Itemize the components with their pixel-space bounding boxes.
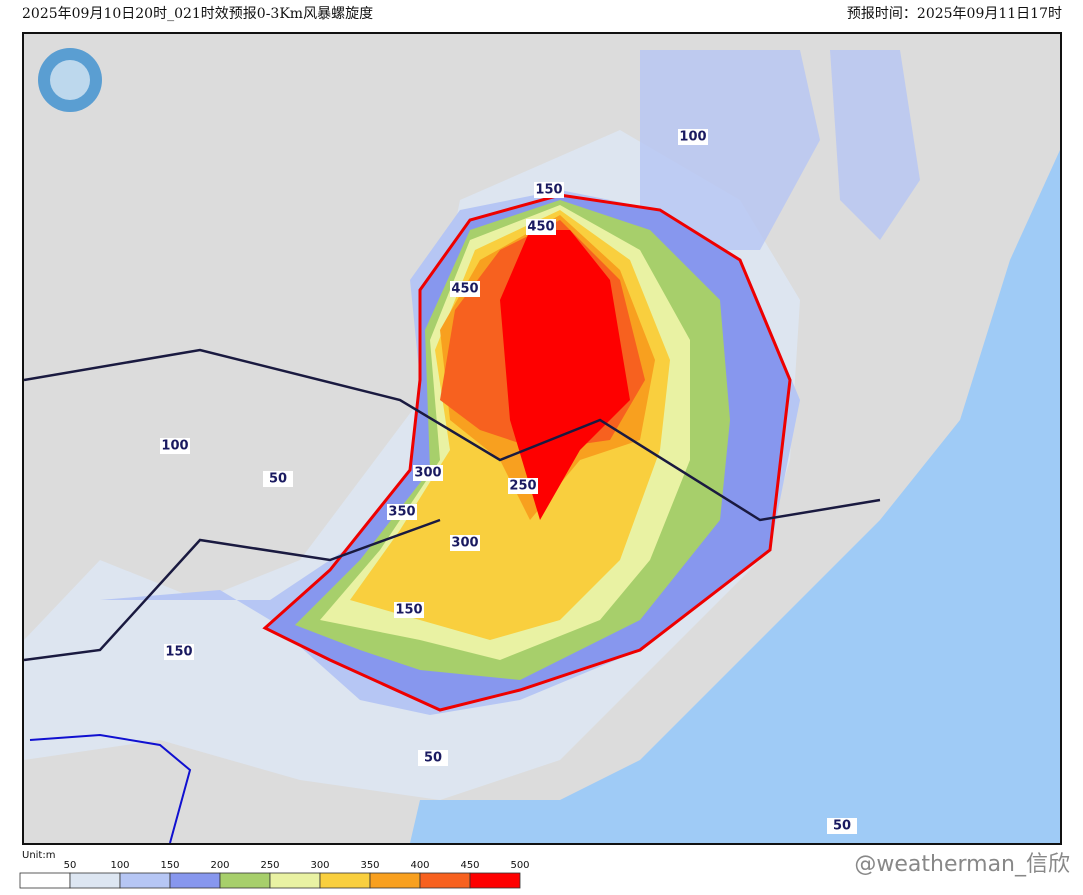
legend-level: 300 bbox=[310, 860, 329, 871]
label-box bbox=[678, 129, 708, 145]
legend-swatch bbox=[169, 872, 221, 889]
contour-label: 250 bbox=[509, 479, 536, 494]
contour-label: 450 bbox=[527, 220, 554, 235]
forecast-time: 预报时间：2025年09月11日17时 bbox=[847, 6, 1062, 22]
contour-label: 150 bbox=[535, 183, 562, 198]
legend-level: 250 bbox=[260, 860, 279, 871]
legend-level: 150 bbox=[160, 860, 179, 871]
label-box bbox=[394, 602, 424, 618]
label-box bbox=[164, 644, 194, 660]
label-box bbox=[418, 750, 448, 766]
contour-label: 150 bbox=[165, 645, 192, 660]
contour-label: 100 bbox=[679, 130, 706, 145]
watermark: @weatherman_信欣 bbox=[854, 852, 1070, 877]
legend-swatch bbox=[119, 872, 171, 889]
legend-level: 450 bbox=[460, 860, 479, 871]
label-box bbox=[534, 182, 564, 198]
legend-swatch bbox=[19, 872, 71, 889]
label-box bbox=[450, 535, 480, 551]
legend-swatch bbox=[69, 872, 121, 889]
contour-label: 300 bbox=[414, 466, 441, 481]
legend-swatch bbox=[419, 872, 471, 889]
label-box bbox=[508, 478, 538, 494]
legend-unit: Unit:m bbox=[22, 850, 55, 861]
legend-swatch bbox=[469, 872, 521, 889]
legend-level: 500 bbox=[510, 860, 529, 871]
legend-swatch bbox=[369, 872, 421, 889]
label-box bbox=[450, 281, 480, 297]
contour-label: 50 bbox=[269, 472, 287, 487]
contour-label: 450 bbox=[451, 282, 478, 297]
legend-swatch bbox=[269, 872, 321, 889]
legend-level: 200 bbox=[210, 860, 229, 871]
contour-label: 100 bbox=[161, 439, 188, 454]
title: 2025年09月10日20时_021时效预报0-3Km风暴螺旋度 bbox=[22, 6, 373, 22]
legend-level: 100 bbox=[110, 860, 129, 871]
legend-level: 350 bbox=[360, 860, 379, 871]
label-box bbox=[387, 504, 417, 520]
label-box bbox=[526, 219, 556, 235]
legend-swatch bbox=[319, 872, 371, 889]
map-area bbox=[24, 34, 1060, 843]
contour-label: 50 bbox=[833, 819, 851, 834]
contour-label: 50 bbox=[424, 751, 442, 766]
label-box bbox=[413, 465, 443, 481]
label-box bbox=[827, 818, 857, 834]
legend-level: 50 bbox=[64, 860, 77, 871]
legend-swatch bbox=[219, 872, 271, 889]
contour-label: 150 bbox=[395, 603, 422, 618]
contour-label: 300 bbox=[451, 536, 478, 551]
label-box bbox=[160, 438, 190, 454]
legend-level: 400 bbox=[410, 860, 429, 871]
label-box bbox=[263, 471, 293, 487]
contour-label: 350 bbox=[388, 505, 415, 520]
